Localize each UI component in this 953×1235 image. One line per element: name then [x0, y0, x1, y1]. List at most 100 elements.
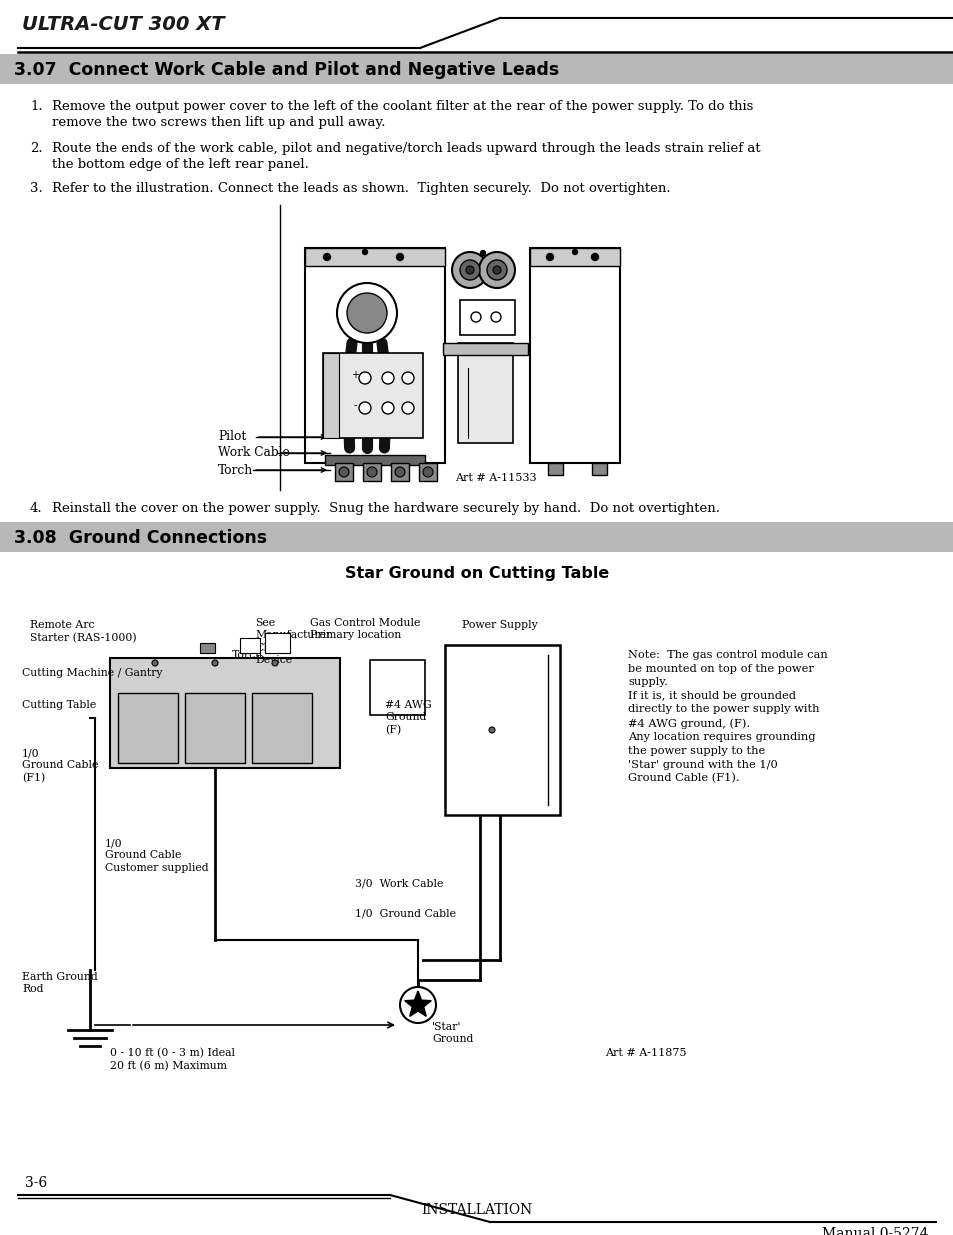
- Bar: [363, 463, 380, 480]
- Circle shape: [486, 261, 506, 280]
- Text: INSTALLATION: INSTALLATION: [421, 1203, 532, 1218]
- Text: Remote Arc
Starter (RAS-1000): Remote Arc Starter (RAS-1000): [30, 620, 136, 642]
- Circle shape: [272, 659, 277, 666]
- Circle shape: [489, 727, 495, 734]
- Bar: [305, 248, 444, 266]
- Bar: [418, 463, 436, 480]
- Bar: [0, 54, 953, 84]
- Circle shape: [362, 249, 367, 254]
- Text: Reinstall the cover on the power supply.  Snug the hardware securely by hand.  D: Reinstall the cover on the power supply.…: [52, 501, 720, 515]
- Circle shape: [401, 372, 414, 384]
- Circle shape: [336, 283, 396, 343]
- Bar: [442, 343, 527, 354]
- Text: Note:  The gas control module can
be mounted on top of the power
supply.
If it i: Note: The gas control module can be moun…: [627, 650, 827, 784]
- Text: -: -: [353, 400, 356, 410]
- Text: Gas Control Module
Primary location: Gas Control Module Primary location: [310, 618, 420, 641]
- Text: Torch: Torch: [218, 463, 253, 477]
- Circle shape: [399, 987, 436, 1023]
- Circle shape: [459, 261, 479, 280]
- Text: See
Manufacturer
CNC
Device: See Manufacturer CNC Device: [254, 618, 331, 666]
- Bar: [185, 693, 245, 763]
- Text: 3/0  Work Cable: 3/0 Work Cable: [355, 878, 443, 888]
- Circle shape: [465, 266, 474, 274]
- Text: 3.07  Connect Work Cable and Pilot and Negative Leads: 3.07 Connect Work Cable and Pilot and Ne…: [14, 61, 558, 79]
- Bar: [323, 353, 422, 438]
- Circle shape: [452, 252, 488, 288]
- Text: Torch: Torch: [232, 650, 263, 659]
- Circle shape: [491, 312, 500, 322]
- Text: 1/0
Ground Cable
(F1): 1/0 Ground Cable (F1): [22, 748, 98, 783]
- Text: Cutting Machine / Gantry: Cutting Machine / Gantry: [22, 668, 162, 678]
- Text: 'Star'
Ground: 'Star' Ground: [432, 1023, 473, 1045]
- Text: Refer to the illustration. Connect the leads as shown.  Tighten securely.  Do no: Refer to the illustration. Connect the l…: [52, 182, 670, 195]
- Text: the bottom edge of the left rear panel.: the bottom edge of the left rear panel.: [52, 158, 309, 170]
- Circle shape: [422, 467, 433, 477]
- Circle shape: [478, 252, 515, 288]
- Bar: [457, 343, 513, 443]
- Circle shape: [591, 253, 598, 261]
- Circle shape: [152, 659, 158, 666]
- Circle shape: [358, 372, 371, 384]
- Circle shape: [546, 253, 553, 261]
- Text: Route the ends of the work cable, pilot and negative/torch leads upward through : Route the ends of the work cable, pilot …: [52, 142, 760, 156]
- Text: Work Cable: Work Cable: [218, 447, 290, 459]
- Text: 0 - 10 ft (0 - 3 m) Ideal
20 ft (6 m) Maximum: 0 - 10 ft (0 - 3 m) Ideal 20 ft (6 m) Ma…: [110, 1049, 234, 1071]
- Text: 3.08  Ground Connections: 3.08 Ground Connections: [14, 529, 267, 547]
- Circle shape: [381, 403, 394, 414]
- Circle shape: [347, 293, 387, 333]
- Bar: [325, 454, 424, 466]
- Bar: [240, 638, 260, 653]
- Bar: [200, 643, 214, 653]
- Text: Cutting Table: Cutting Table: [22, 700, 96, 710]
- Circle shape: [493, 266, 500, 274]
- Bar: [370, 659, 424, 715]
- Text: Remove the output power cover to the left of the coolant filter at the rear of t: Remove the output power cover to the lef…: [52, 100, 753, 112]
- Polygon shape: [404, 990, 431, 1016]
- Circle shape: [338, 467, 349, 477]
- Text: 1/0
Ground Cable
Customer supplied: 1/0 Ground Cable Customer supplied: [105, 839, 209, 873]
- Circle shape: [480, 251, 485, 256]
- Text: 1/0  Ground Cable: 1/0 Ground Cable: [355, 908, 456, 918]
- Bar: [323, 353, 338, 438]
- Circle shape: [396, 253, 403, 261]
- Text: Earth Ground
Rod: Earth Ground Rod: [22, 972, 97, 994]
- Text: 2.: 2.: [30, 142, 43, 156]
- Bar: [592, 463, 606, 475]
- Text: Manual 0-5274: Manual 0-5274: [821, 1228, 928, 1235]
- Text: ULTRA-CUT 300 XT: ULTRA-CUT 300 XT: [22, 15, 224, 35]
- Text: #4 AWG
Ground
(F): #4 AWG Ground (F): [385, 700, 432, 735]
- Bar: [305, 248, 444, 463]
- Bar: [265, 634, 290, 653]
- Bar: [110, 658, 339, 768]
- Bar: [391, 463, 409, 480]
- Text: Art # A-11533: Art # A-11533: [455, 473, 536, 483]
- Bar: [530, 248, 619, 266]
- Text: 3.: 3.: [30, 182, 43, 195]
- Circle shape: [395, 467, 405, 477]
- Bar: [530, 248, 619, 463]
- Circle shape: [572, 249, 577, 254]
- Circle shape: [212, 659, 218, 666]
- Text: Art # A-11875: Art # A-11875: [604, 1049, 686, 1058]
- Circle shape: [358, 403, 371, 414]
- Text: Star Ground on Cutting Table: Star Ground on Cutting Table: [345, 566, 608, 580]
- Bar: [252, 693, 312, 763]
- Circle shape: [381, 372, 394, 384]
- Bar: [459, 300, 515, 335]
- Text: Power Supply: Power Supply: [461, 620, 537, 630]
- Circle shape: [401, 403, 414, 414]
- Bar: [118, 693, 178, 763]
- Bar: [444, 645, 559, 815]
- Bar: [547, 463, 562, 475]
- Text: 3-6: 3-6: [25, 1176, 48, 1191]
- Text: 4.: 4.: [30, 501, 43, 515]
- Circle shape: [323, 253, 330, 261]
- Text: remove the two screws then lift up and pull away.: remove the two screws then lift up and p…: [52, 116, 385, 128]
- Circle shape: [471, 312, 480, 322]
- Text: +: +: [351, 370, 358, 380]
- Bar: [0, 522, 953, 552]
- Text: Pilot: Pilot: [218, 431, 246, 443]
- Text: 1.: 1.: [30, 100, 43, 112]
- Bar: [335, 463, 353, 480]
- Circle shape: [367, 467, 376, 477]
